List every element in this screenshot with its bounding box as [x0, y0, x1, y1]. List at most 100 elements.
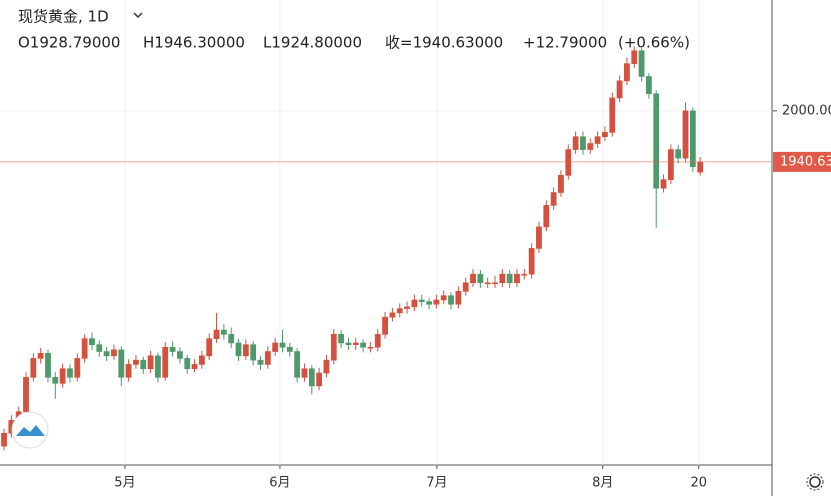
candle-body [103, 351, 110, 357]
candle-body [308, 368, 315, 387]
candle-body [587, 143, 594, 150]
candle-body [294, 351, 301, 378]
candle-body [286, 346, 293, 352]
candle-body [624, 63, 630, 82]
candle-body [67, 368, 73, 378]
candle-body [198, 355, 205, 365]
candle-body [374, 334, 381, 348]
settings-button[interactable] [806, 473, 824, 491]
candle-body [279, 342, 286, 348]
candle-body [594, 136, 601, 144]
candle-body [301, 368, 308, 378]
candle-body [74, 358, 81, 378]
candle-body [23, 377, 29, 413]
ohlc-high: H1946.30000 [143, 34, 245, 52]
candle-body [506, 273, 513, 284]
candle-body [499, 273, 506, 284]
candle-body [1, 432, 7, 447]
last-price-label: 1940.63 [780, 154, 831, 169]
candle-body [81, 338, 88, 359]
candle-body [675, 149, 682, 159]
candle-body [162, 346, 169, 378]
candle-body [543, 205, 550, 228]
candle-body [433, 299, 440, 305]
candle-body [411, 299, 418, 308]
candle-body [367, 346, 374, 349]
candle-body [404, 306, 410, 309]
candle-body [492, 282, 498, 285]
candle-body [316, 372, 323, 387]
ohlc-change-pct: (+0.66%) [618, 34, 690, 52]
x-tick-label: 5月 [114, 476, 135, 491]
candle-body [118, 349, 125, 378]
candle-body [272, 342, 279, 352]
candle-body [418, 299, 425, 302]
ohlc-change: +12.79000 [523, 34, 607, 52]
ohlc-low: L1924.80000 [263, 34, 362, 52]
ohlc-close: 收=1940.63000 [385, 34, 503, 52]
candle-body [257, 359, 264, 365]
candle-body [323, 359, 330, 374]
candle-body [330, 334, 337, 361]
candle-body [140, 359, 147, 370]
candle-body [536, 226, 542, 249]
candle-body [52, 377, 59, 384]
grid [0, 0, 772, 465]
candle-body [689, 110, 696, 168]
candle-body [565, 149, 572, 176]
symbol: 现货黄金, 1D [18, 8, 109, 26]
candle-body [345, 342, 352, 345]
candle-body [382, 316, 388, 335]
candles [1, 46, 704, 451]
candle-body [352, 342, 359, 345]
x-tick-label: 8月 [592, 476, 613, 491]
candle-body [616, 80, 623, 99]
logo [11, 411, 49, 449]
candle-body [426, 301, 432, 305]
candle-body [96, 344, 103, 352]
candle-body [264, 351, 271, 365]
x-tick-label: 20 [690, 476, 707, 491]
candle-body [440, 295, 447, 301]
candle-body [462, 282, 469, 292]
symbol-dropdown[interactable] [133, 12, 143, 19]
candle-body [580, 136, 586, 150]
candle-body [155, 355, 161, 378]
candle-body [645, 76, 652, 94]
candle-body [477, 273, 484, 284]
candle-body [59, 368, 66, 384]
candle-body [191, 364, 198, 370]
candle-body [448, 295, 454, 305]
candle-body [609, 97, 616, 133]
candle-body [396, 308, 403, 314]
candle-body [653, 93, 660, 189]
candle-body [389, 312, 396, 318]
candle-body [206, 338, 213, 357]
candle-body [470, 273, 476, 284]
candle-body [45, 352, 51, 378]
x-tick-label: 6月 [269, 476, 290, 491]
candle-body [514, 273, 520, 284]
y-tick-label: 2000.00 [782, 103, 831, 118]
candle-body [550, 192, 557, 206]
candle-body [638, 50, 645, 77]
candle-body [484, 282, 491, 285]
candle-body [111, 349, 117, 357]
candle-body [242, 344, 249, 357]
candle-body [660, 179, 667, 189]
candle-body [125, 364, 132, 378]
candle-body [338, 334, 345, 344]
candle-body [360, 342, 367, 348]
candle-body [521, 273, 528, 276]
candle-body [30, 358, 37, 378]
candle-body [147, 355, 154, 370]
candle-body [228, 334, 235, 344]
candle-body [37, 352, 44, 359]
candle-body [220, 329, 227, 335]
candle-body [528, 248, 535, 275]
candle-body [682, 110, 689, 159]
last-price-tag [773, 151, 831, 172]
candle-body [89, 338, 95, 345]
